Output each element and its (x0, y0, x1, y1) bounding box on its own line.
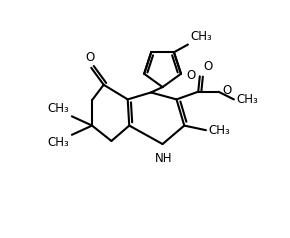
Text: CH₃: CH₃ (208, 124, 230, 137)
Text: O: O (186, 69, 196, 82)
Text: CH₃: CH₃ (190, 30, 212, 43)
Text: CH₃: CH₃ (48, 102, 70, 115)
Text: O: O (85, 51, 94, 64)
Text: CH₃: CH₃ (48, 136, 70, 149)
Text: O: O (222, 84, 231, 97)
Text: CH₃: CH₃ (236, 93, 258, 106)
Text: O: O (204, 60, 213, 73)
Text: NH: NH (155, 152, 173, 165)
